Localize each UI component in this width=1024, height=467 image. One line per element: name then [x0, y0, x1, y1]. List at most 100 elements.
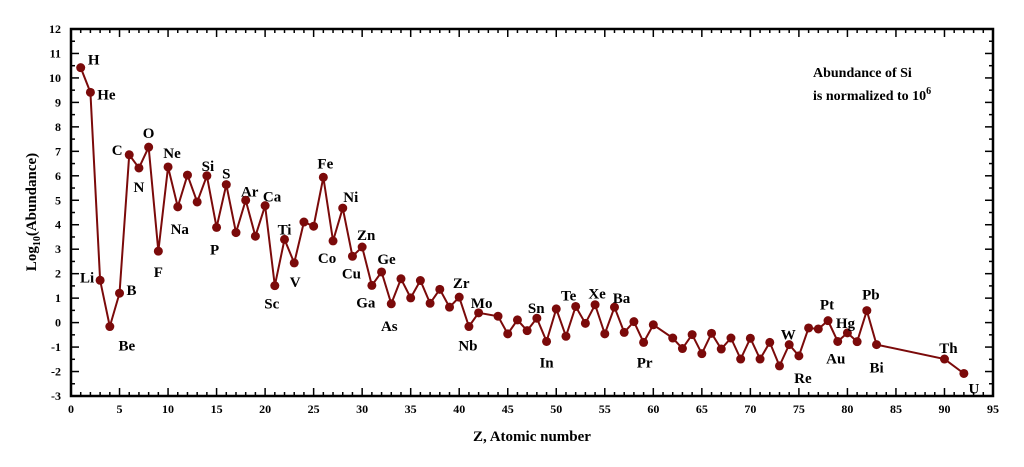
element-label-sc: Sc: [264, 297, 279, 313]
element-label-ne: Ne: [163, 146, 181, 162]
data-point-z28: [338, 203, 348, 213]
y-tick-label: 6: [55, 169, 61, 183]
data-point-z25: [309, 221, 319, 231]
element-label-co: Co: [318, 251, 336, 267]
element-label-zr: Zr: [453, 276, 470, 292]
data-point-z1: [76, 63, 86, 73]
data-point-z71: [755, 354, 765, 364]
data-point-z18: [241, 195, 251, 205]
y-tick-label: 4: [55, 218, 61, 232]
element-label-pt: Pt: [820, 298, 834, 314]
data-point-z72: [765, 337, 775, 347]
abundance-line: [79, 67, 965, 375]
y-tick-label: 2: [55, 267, 61, 281]
data-point-z2: [85, 87, 95, 97]
y-tick-label: -2: [51, 365, 61, 379]
x-tick-label: 40: [453, 402, 465, 416]
data-point-z42: [474, 308, 484, 318]
data-point-z35: [406, 293, 416, 303]
data-point-z46: [512, 315, 522, 325]
element-label-xe: Xe: [588, 287, 606, 303]
data-point-z26: [318, 172, 328, 182]
data-point-z34: [396, 274, 406, 284]
data-point-z48: [532, 313, 542, 323]
data-point-z38: [435, 284, 445, 294]
data-point-z64: [687, 330, 697, 340]
element-label-nb: Nb: [458, 339, 477, 355]
y-tick-label: 8: [55, 120, 61, 134]
data-point-z77: [813, 324, 823, 334]
x-tick-label: 95: [987, 402, 999, 416]
data-point-z31: [367, 280, 377, 290]
y-tick-label: 5: [55, 193, 61, 207]
element-label-n: N: [134, 180, 145, 196]
element-label-p: P: [210, 242, 219, 258]
element-label-pb: Pb: [862, 288, 880, 304]
element-label-o: O: [143, 126, 155, 142]
plot-frame: [69, 27, 995, 398]
data-points: [76, 63, 969, 378]
x-tick-label: 65: [696, 402, 708, 416]
data-point-z68: [726, 333, 736, 343]
element-label-sn: Sn: [528, 301, 545, 317]
data-point-z63: [677, 344, 687, 354]
data-point-z92: [959, 368, 969, 378]
element-label-zn: Zn: [357, 228, 376, 244]
data-point-z19: [250, 231, 260, 241]
data-point-z47: [522, 326, 532, 336]
data-point-z11: [173, 202, 183, 212]
data-point-z5: [115, 288, 125, 298]
y-tick-label: 9: [55, 95, 61, 109]
element-label-ar: Ar: [241, 184, 259, 200]
x-tick-label: 85: [890, 402, 902, 416]
element-label-pr: Pr: [637, 355, 653, 371]
x-tick-label: 80: [841, 402, 853, 416]
data-point-z24: [299, 217, 309, 227]
data-point-z33: [386, 299, 396, 309]
x-tick-label: 55: [599, 402, 611, 416]
x-tick-label: 20: [259, 402, 271, 416]
annotation-line-2: is normalized to 106: [813, 86, 931, 104]
data-point-z15: [212, 222, 222, 232]
y-tick-label: -1: [51, 340, 61, 354]
x-tick-label: 10: [162, 402, 174, 416]
data-point-z62: [668, 333, 678, 343]
element-label-v: V: [290, 275, 301, 291]
data-point-z27: [328, 236, 338, 246]
x-tick-label: 75: [793, 402, 805, 416]
element-label-in: In: [539, 355, 554, 371]
x-tick-label: 25: [308, 402, 320, 416]
data-point-z7: [134, 163, 144, 173]
x-tick-label: 50: [550, 402, 562, 416]
data-point-z74: [784, 340, 794, 350]
element-label-ba: Ba: [613, 291, 631, 307]
data-point-z13: [192, 197, 202, 207]
element-label-bi: Bi: [869, 361, 883, 377]
element-label-s: S: [222, 167, 230, 183]
y-tick-label: 7: [55, 144, 61, 158]
element-label-ca: Ca: [263, 190, 282, 206]
data-point-z44: [493, 311, 503, 321]
element-label-hg: Hg: [836, 316, 856, 332]
element-label-as: As: [381, 319, 398, 335]
data-point-z14: [202, 171, 212, 181]
data-point-z8: [144, 142, 154, 152]
data-point-z60: [648, 320, 658, 330]
data-point-z78: [823, 316, 833, 326]
element-label-te: Te: [561, 288, 577, 304]
y-tick-label: 10: [49, 71, 61, 85]
data-point-z32: [377, 267, 387, 277]
data-point-z57: [619, 327, 629, 337]
data-point-z21: [270, 281, 280, 291]
element-label-fe: Fe: [317, 156, 333, 172]
data-point-z83: [872, 340, 882, 350]
data-point-z37: [425, 298, 435, 308]
y-tick-label: 11: [50, 46, 61, 60]
data-point-z90: [939, 354, 949, 364]
data-point-z56: [609, 302, 619, 312]
x-tick-label: 15: [211, 402, 223, 416]
element-label-ge: Ge: [377, 252, 396, 268]
data-point-z59: [639, 337, 649, 347]
